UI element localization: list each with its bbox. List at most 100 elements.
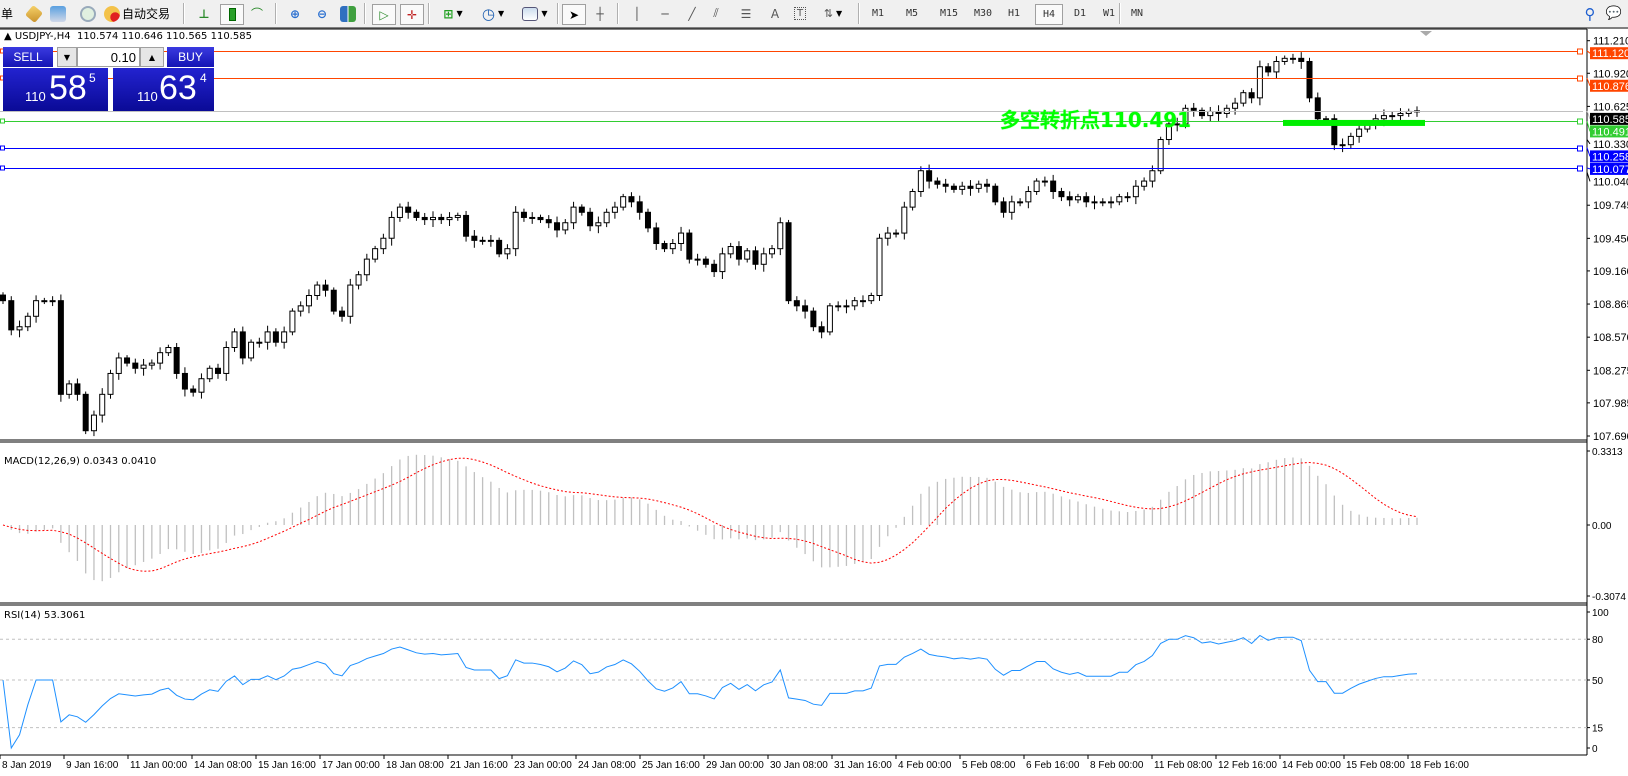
bull-candle[interactable] [16,326,23,331]
bull-candle[interactable] [231,331,238,349]
bear-candle[interactable] [1314,97,1321,120]
bull-candle[interactable] [281,331,288,343]
bull-candle[interactable] [917,170,924,193]
bull-candle[interactable] [1091,201,1098,204]
bull-candle[interactable] [760,253,767,265]
bear-candle[interactable] [735,246,742,260]
buy-price[interactable]: 110 63 4 [113,68,214,111]
pivot-annotation[interactable]: 多空转折点110.491 [1000,108,1192,132]
bear-candle[interactable] [471,235,478,241]
search-button[interactable]: ⚲ [1582,4,1598,23]
bear-candle[interactable] [496,239,503,255]
bull-candle[interactable] [777,222,784,250]
bear-candle[interactable] [0,294,6,302]
bear-candle[interactable] [537,216,544,221]
bear-candle[interactable] [1331,118,1338,146]
trendline-button[interactable]: ╱ [682,4,702,23]
bull-candle[interactable] [1141,180,1148,187]
bull-candle[interactable] [1223,107,1230,114]
bull-candle[interactable] [727,246,734,255]
text-tool-button[interactable]: A [765,4,785,23]
bull-candle[interactable] [1273,60,1280,73]
bar-chart-button[interactable]: ⊥ [194,4,214,23]
bull-candle[interactable] [198,378,205,393]
level-handle[interactable] [1577,48,1583,55]
bull-candle[interactable] [562,222,569,231]
bull-candle[interactable] [694,258,701,261]
bear-candle[interactable] [554,222,561,231]
timeframe-m15[interactable]: M15 [939,8,959,19]
bull-candle[interactable] [744,250,751,260]
bear-candle[interactable] [967,185,974,189]
bull-candle[interactable] [1108,201,1115,204]
bear-candle[interactable] [1248,92,1255,99]
lot-size-input[interactable]: 0.10 [77,47,140,67]
bear-candle[interactable] [802,305,809,312]
bear-candle[interactable] [124,357,131,364]
bull-candle[interactable] [769,248,776,255]
bear-candle[interactable] [330,289,337,312]
bull-candle[interactable] [206,367,213,380]
bull-candle[interactable] [1116,196,1123,203]
sell-button[interactable]: SELL [3,47,53,67]
chart-shift-button[interactable]: ✛ [400,4,424,25]
bull-candle[interactable] [1256,66,1263,99]
lot-increase-button[interactable]: ▲ [140,47,164,67]
bear-candle[interactable] [520,211,527,218]
bull-candle[interactable] [975,183,982,189]
bull-candle[interactable] [529,216,536,219]
bear-candle[interactable] [934,180,941,185]
bear-candle[interactable] [1190,107,1197,111]
bear-candle[interactable] [1265,66,1272,73]
bull-candle[interactable] [314,284,321,297]
bull-candle[interactable] [446,216,453,221]
bear-candle[interactable] [421,216,428,221]
bear-candle[interactable] [810,310,817,328]
bear-candle[interactable] [181,372,188,390]
bull-candle[interactable] [893,232,900,235]
bear-candle[interactable] [785,222,792,302]
bull-candle[interactable] [107,372,114,395]
bull-candle[interactable] [1033,180,1040,193]
bull-candle[interactable] [835,305,842,308]
bear-candle[interactable] [1000,201,1007,213]
bull-candle[interactable] [570,206,577,224]
bull-candle[interactable] [1132,185,1139,198]
timeframe-w1[interactable]: W1 [1102,8,1116,19]
level-handle[interactable] [1577,145,1583,152]
bull-candle[interactable] [826,305,833,333]
bear-candle[interactable] [644,211,651,229]
bull-candle[interactable] [372,248,379,260]
bull-candle[interactable] [24,315,31,328]
bull-candle[interactable] [66,383,73,395]
bear-candle[interactable] [950,185,957,190]
bull-candle[interactable] [1339,144,1346,147]
level-handle[interactable] [0,145,5,151]
bear-candle[interactable] [405,206,412,213]
bull-candle[interactable] [388,216,395,239]
bear-candle[interactable] [322,284,329,291]
bear-candle[interactable] [636,201,643,213]
crosshair-tool-button[interactable]: ┼ [590,4,610,23]
text-label-button[interactable]: T [790,4,810,23]
bear-candle[interactable] [926,170,933,182]
bull-candle[interactable] [140,364,147,369]
bear-candle[interactable] [1058,191,1065,198]
bear-candle[interactable] [587,211,594,227]
bull-candle[interactable] [487,239,494,242]
bull-candle[interactable] [148,362,155,366]
bear-candle[interactable] [173,347,180,374]
tile-windows-button[interactable] [338,4,358,23]
bull-candle[interactable] [1281,57,1288,62]
bear-candle[interactable] [653,227,660,245]
bull-candle[interactable] [157,352,164,364]
bear-candle[interactable] [818,326,825,333]
bear-candle[interactable] [752,250,759,265]
fibonacci-button[interactable]: ☰ [736,4,756,23]
bull-candle[interactable] [1149,170,1156,182]
lot-decrease-button[interactable]: ▼ [57,47,77,67]
bear-candle[interactable] [132,362,139,369]
bull-candle[interactable] [99,393,106,416]
bear-candle[interactable] [1083,196,1090,203]
bear-candle[interactable] [992,185,999,203]
